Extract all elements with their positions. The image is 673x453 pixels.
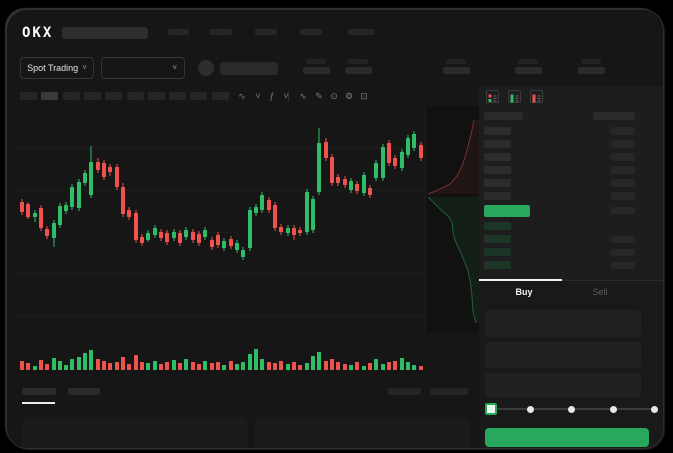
camera-icon[interactable]: ⊙ — [330, 91, 338, 101]
bid-amount-placeholder — [611, 236, 635, 243]
ask-amount-placeholder — [611, 140, 635, 148]
timeframe-button[interactable] — [20, 92, 37, 100]
orderbook-header-amount — [593, 112, 635, 120]
nav-item-placeholder[interactable] — [168, 29, 189, 35]
pair-dropdown[interactable]: ˅ — [101, 57, 185, 79]
bottom-tab-placeholder[interactable] — [68, 388, 100, 395]
tab-buy[interactable]: Buy — [515, 287, 533, 297]
search-input[interactable] — [62, 27, 148, 39]
timeframe-button[interactable] — [169, 92, 187, 100]
nav-item-placeholder[interactable] — [255, 29, 277, 35]
stat-label-placeholder — [446, 59, 466, 64]
chevron-down-icon: ˅ — [82, 63, 87, 72]
timeframe-button[interactable] — [41, 92, 59, 100]
fullscreen-icon[interactable]: ⊡ — [360, 91, 368, 101]
slider-stop[interactable] — [651, 406, 658, 413]
stat-label-placeholder — [518, 59, 538, 64]
bottom-active-tab-indicator — [22, 402, 55, 404]
ask-amount-placeholder — [611, 127, 635, 135]
line-chart-icon[interactable]: ∿ — [299, 91, 307, 101]
bottom-panel — [255, 417, 470, 448]
chevron-down-icon[interactable]: ˅ — [255, 91, 261, 101]
stat-label-placeholder — [306, 59, 326, 64]
chevron-down-icon: ˅ — [172, 63, 177, 72]
timeframe-button[interactable] — [83, 92, 101, 100]
orderbook-split-view-icon[interactable] — [486, 90, 499, 103]
pair-name-placeholder — [220, 62, 278, 75]
ask-amount-placeholder — [611, 153, 635, 161]
tab-sell[interactable]: Sell — [592, 287, 608, 297]
stat-value-placeholder — [578, 67, 605, 74]
bid-price-placeholder[interactable] — [484, 222, 511, 230]
timeframe-button[interactable] — [105, 92, 123, 100]
ask-price-placeholder[interactable] — [484, 140, 511, 148]
orderbook-asks-view-icon[interactable] — [530, 90, 543, 103]
slider-stop[interactable] — [568, 406, 575, 413]
ask-price-placeholder[interactable] — [484, 166, 511, 174]
stat-label-placeholder — [348, 59, 368, 64]
timeframe-button[interactable] — [62, 92, 80, 100]
slider-stop[interactable] — [610, 406, 617, 413]
timeframe-button[interactable] — [211, 92, 229, 100]
ask-amount-placeholder — [611, 179, 635, 187]
bottom-action-placeholder[interactable] — [430, 388, 468, 395]
timeframe-button[interactable] — [147, 92, 165, 100]
depth-chart — [425, 106, 481, 332]
timeframe-button[interactable] — [190, 92, 208, 100]
ask-price-placeholder[interactable] — [484, 192, 511, 200]
nav-item-placeholder[interactable] — [210, 29, 232, 35]
orderbook-header-price — [484, 112, 523, 120]
orderbook-bids-view-icon[interactable] — [508, 90, 521, 103]
ask-price-placeholder[interactable] — [484, 127, 511, 135]
nav-item-placeholder[interactable] — [348, 29, 375, 35]
candlestick-chart[interactable] — [16, 106, 426, 338]
order-form-field[interactable] — [485, 373, 641, 398]
tabbar-divider — [479, 280, 663, 281]
stat-value-placeholder — [345, 67, 372, 74]
order-form-field[interactable] — [485, 342, 641, 368]
bid-price-placeholder[interactable] — [484, 235, 511, 243]
stat-value-placeholder — [303, 67, 330, 74]
settings-icon[interactable]: ⚙ — [344, 91, 354, 101]
ask-price-placeholder[interactable] — [484, 153, 511, 161]
chevron-down-icon[interactable]: ˅ — [283, 91, 289, 101]
bottom-action-placeholder[interactable] — [388, 388, 421, 395]
app-window: OKX Spot Trading ˅ ˅ Bu — [7, 10, 663, 448]
order-form-field[interactable] — [485, 310, 641, 337]
ask-price-placeholder[interactable] — [484, 179, 511, 187]
stat-label-placeholder — [581, 59, 601, 64]
market-type-dropdown[interactable]: Spot Trading ˅ — [20, 57, 94, 79]
ask-amount-placeholder — [611, 166, 635, 174]
slider-stop[interactable] — [527, 406, 534, 413]
active-tab-indicator — [479, 279, 562, 281]
stat-value-placeholder — [443, 67, 470, 74]
bottom-tab-placeholder[interactable] — [22, 388, 56, 395]
stat-value-placeholder — [515, 67, 542, 74]
function-icon[interactable]: ƒ — [269, 91, 275, 101]
indicator-icon[interactable]: ∿ — [238, 91, 246, 101]
coin-logo-icon — [198, 60, 214, 76]
nav-item-placeholder[interactable] — [300, 29, 322, 35]
okx-logo: OKX — [22, 25, 54, 41]
bid-amount-placeholder — [611, 249, 635, 256]
last-price-amount-placeholder — [611, 207, 635, 214]
ask-amount-placeholder — [611, 192, 635, 200]
slider-handle[interactable] — [485, 403, 497, 415]
buy-submit-button[interactable] — [485, 428, 649, 447]
market-type-label: Spot Trading — [27, 63, 79, 73]
bottom-panel — [22, 417, 248, 448]
toolbar-divider — [288, 91, 289, 102]
volume-chart — [20, 349, 423, 370]
bid-amount-placeholder — [611, 262, 635, 269]
timeframe-button[interactable] — [126, 92, 144, 100]
bid-price-placeholder[interactable] — [484, 248, 511, 256]
last-price-highlight — [484, 205, 530, 217]
bid-price-placeholder[interactable] — [484, 261, 511, 269]
draw-icon[interactable]: ✎ — [315, 91, 323, 101]
